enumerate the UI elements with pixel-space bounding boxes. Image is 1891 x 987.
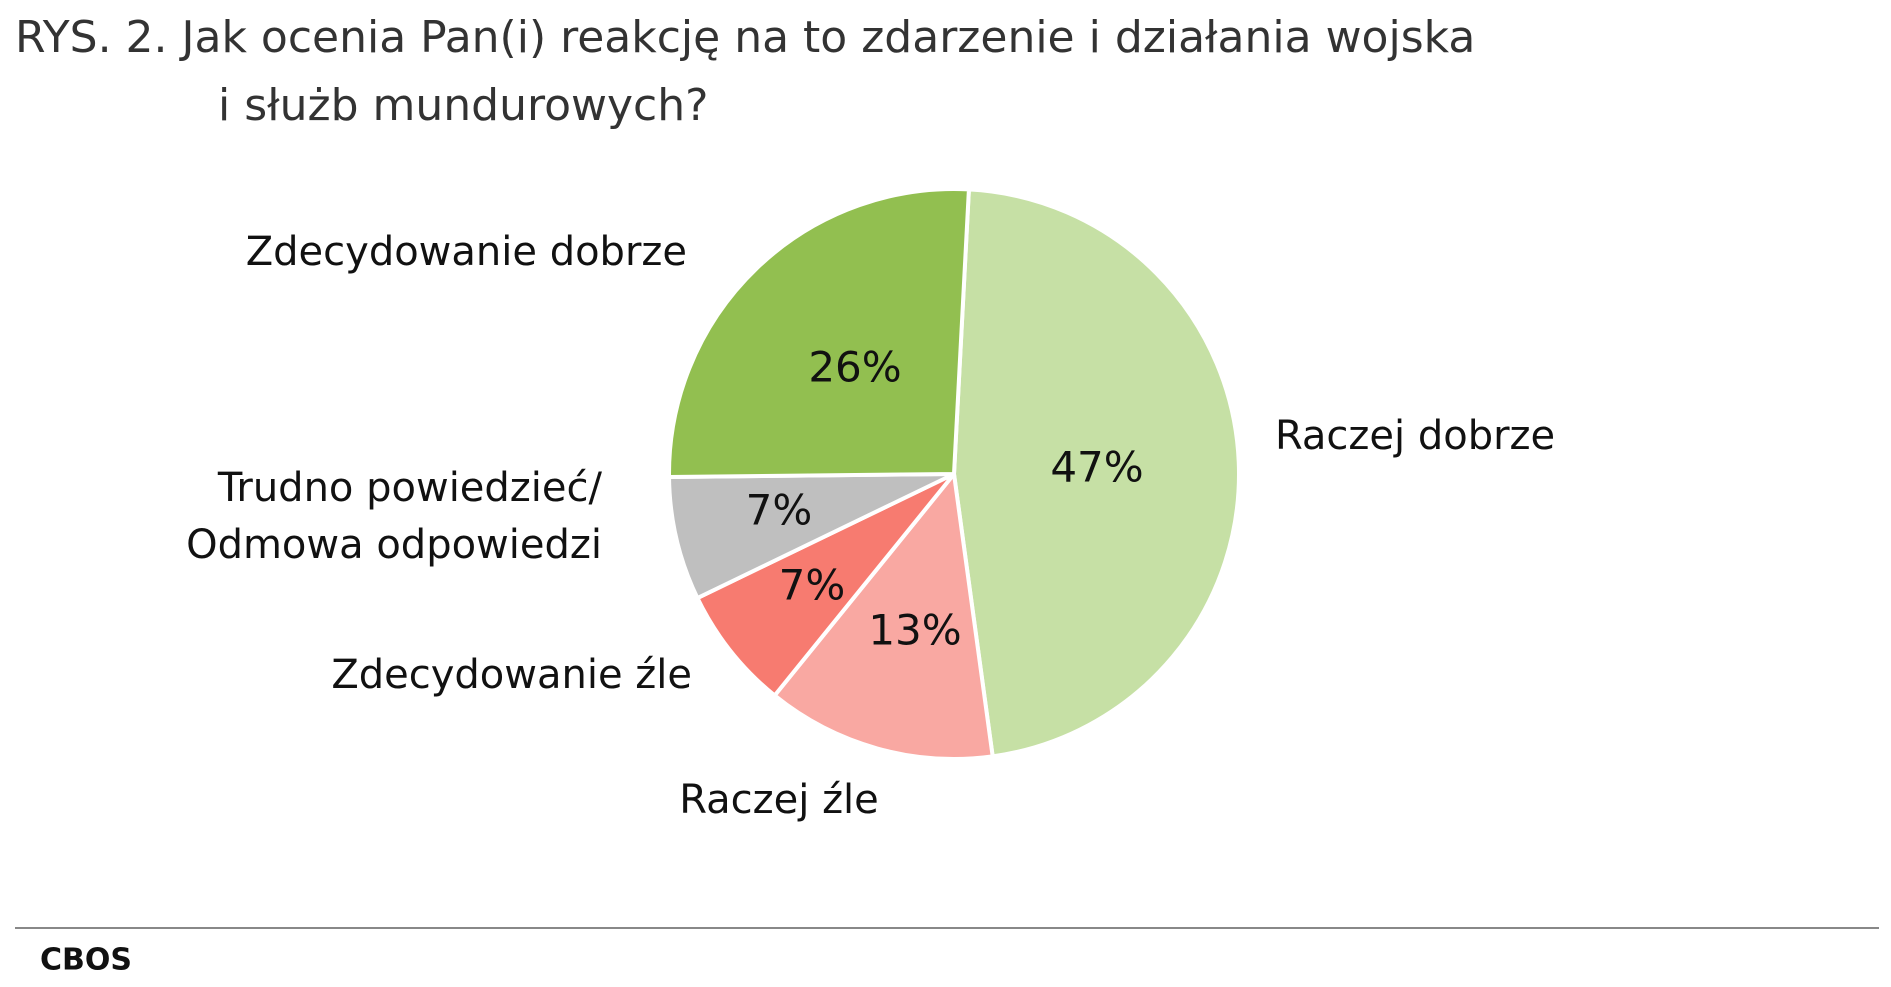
source: CBOS bbox=[40, 943, 132, 978]
value-label: 7% bbox=[779, 561, 846, 610]
chart-title: RYS. 2. Jak ocenia Pan(i) reakcję na to … bbox=[15, 12, 1476, 63]
chart-title: i służb mundurowych? bbox=[218, 80, 709, 131]
pie-slice bbox=[771, 469, 995, 761]
value-label: 47% bbox=[1050, 443, 1143, 492]
value-label: 26% bbox=[808, 343, 901, 392]
pie-slice bbox=[951, 187, 1241, 759]
category-label: Raczej źle bbox=[679, 777, 879, 823]
category-label: Zdecydowanie źle bbox=[331, 652, 692, 698]
value-label: 13% bbox=[868, 606, 961, 655]
pie-slice bbox=[667, 187, 972, 480]
category-label: Zdecydowanie dobrze bbox=[245, 229, 687, 275]
category-label: Raczej dobrze bbox=[1275, 413, 1556, 459]
value-label: 7% bbox=[746, 486, 813, 535]
pie-slice bbox=[694, 472, 956, 699]
category-label: Trudno powiedzieć/ Odmowa odpowiedzi bbox=[186, 465, 602, 568]
pie-slice bbox=[666, 472, 955, 601]
